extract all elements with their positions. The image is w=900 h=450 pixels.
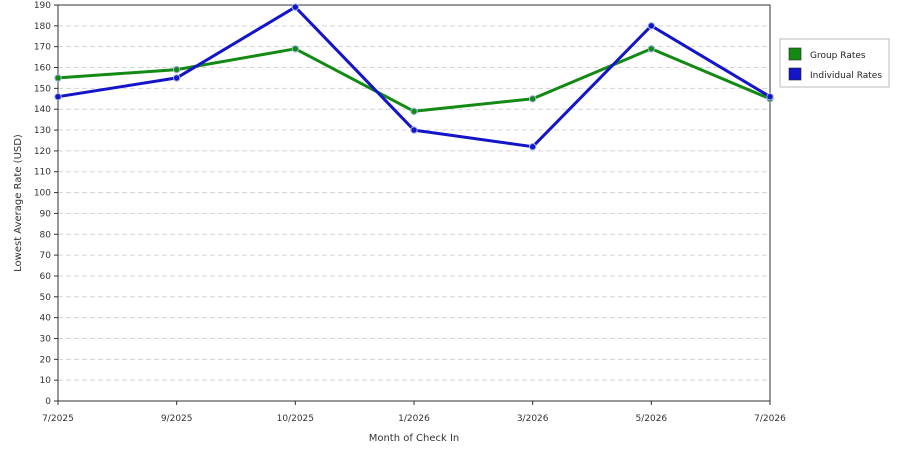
x-tick-label: 9/2025	[161, 414, 193, 424]
y-tick-label: 10	[40, 376, 52, 386]
legend: Group Rates Individual Rates	[779, 38, 890, 88]
y-tick-label: 170	[34, 43, 51, 53]
legend-label: Group Rates	[810, 51, 866, 61]
data-point[interactable]	[54, 74, 62, 82]
series-line	[57, 5, 771, 149]
data-point[interactable]	[647, 22, 656, 30]
data-point[interactable]	[528, 143, 537, 151]
data-point[interactable]	[528, 95, 537, 103]
y-tick-label: 20	[40, 355, 52, 365]
series-lines	[54, 3, 774, 151]
data-point[interactable]	[410, 107, 418, 115]
plot-area	[57, 4, 771, 402]
y-tick-label: 110	[34, 168, 51, 178]
series-group-rates	[54, 45, 774, 115]
y-tick-label: 80	[40, 230, 52, 240]
legend-swatch	[788, 67, 802, 81]
data-point[interactable]	[172, 65, 181, 74]
y-tick-label: 180	[34, 22, 51, 32]
y-tick-label: 70	[40, 251, 52, 261]
x-tick-label: 3/2026	[517, 414, 549, 424]
y-tick-label: 160	[34, 64, 51, 74]
x-axis-title: Month of Check In	[369, 433, 460, 444]
y-axis-title: Lowest Average Rate (USD)	[13, 134, 24, 272]
axes: 0 10 20 30 40 50 60 70 80 90 100 110 120 130 140 150 160…	[34, 1, 786, 424]
x-tick-label: 10/2025	[277, 414, 314, 424]
x-tick-label: 1/2026	[398, 414, 430, 424]
y-tick-label: 150	[34, 84, 51, 94]
series-individual-rates	[54, 3, 774, 151]
data-point[interactable]	[291, 3, 300, 11]
legend-label: Individual Rates	[810, 71, 882, 81]
y-tick-label: 140	[34, 105, 51, 115]
data-point[interactable]	[291, 45, 300, 53]
data-point[interactable]	[172, 74, 181, 82]
x-tick-label: 5/2026	[635, 414, 667, 424]
y-tick-label: 40	[40, 314, 52, 324]
y-tick-label: 100	[34, 189, 51, 199]
x-tick-label: 7/2025	[42, 414, 74, 424]
y-tick-label: 30	[40, 334, 52, 344]
y-tick-label: 120	[34, 147, 51, 157]
data-point[interactable]	[410, 126, 418, 134]
y-tick-label: 0	[45, 397, 51, 407]
y-tick-label: 50	[40, 293, 52, 303]
data-point[interactable]	[647, 45, 656, 53]
y-tick-label: 130	[34, 126, 51, 136]
data-point[interactable]	[54, 93, 62, 101]
y-tick-label: 190	[34, 1, 51, 11]
y-tick-label: 60	[40, 272, 52, 282]
y-tick-label: 90	[40, 209, 52, 219]
x-tick-label: 7/2026	[754, 414, 786, 424]
legend-swatch	[788, 47, 802, 61]
data-point[interactable]	[766, 93, 774, 101]
